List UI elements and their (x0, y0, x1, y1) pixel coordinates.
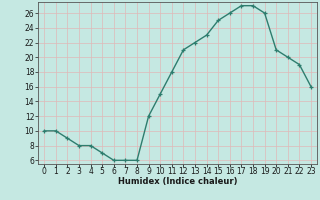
X-axis label: Humidex (Indice chaleur): Humidex (Indice chaleur) (118, 177, 237, 186)
